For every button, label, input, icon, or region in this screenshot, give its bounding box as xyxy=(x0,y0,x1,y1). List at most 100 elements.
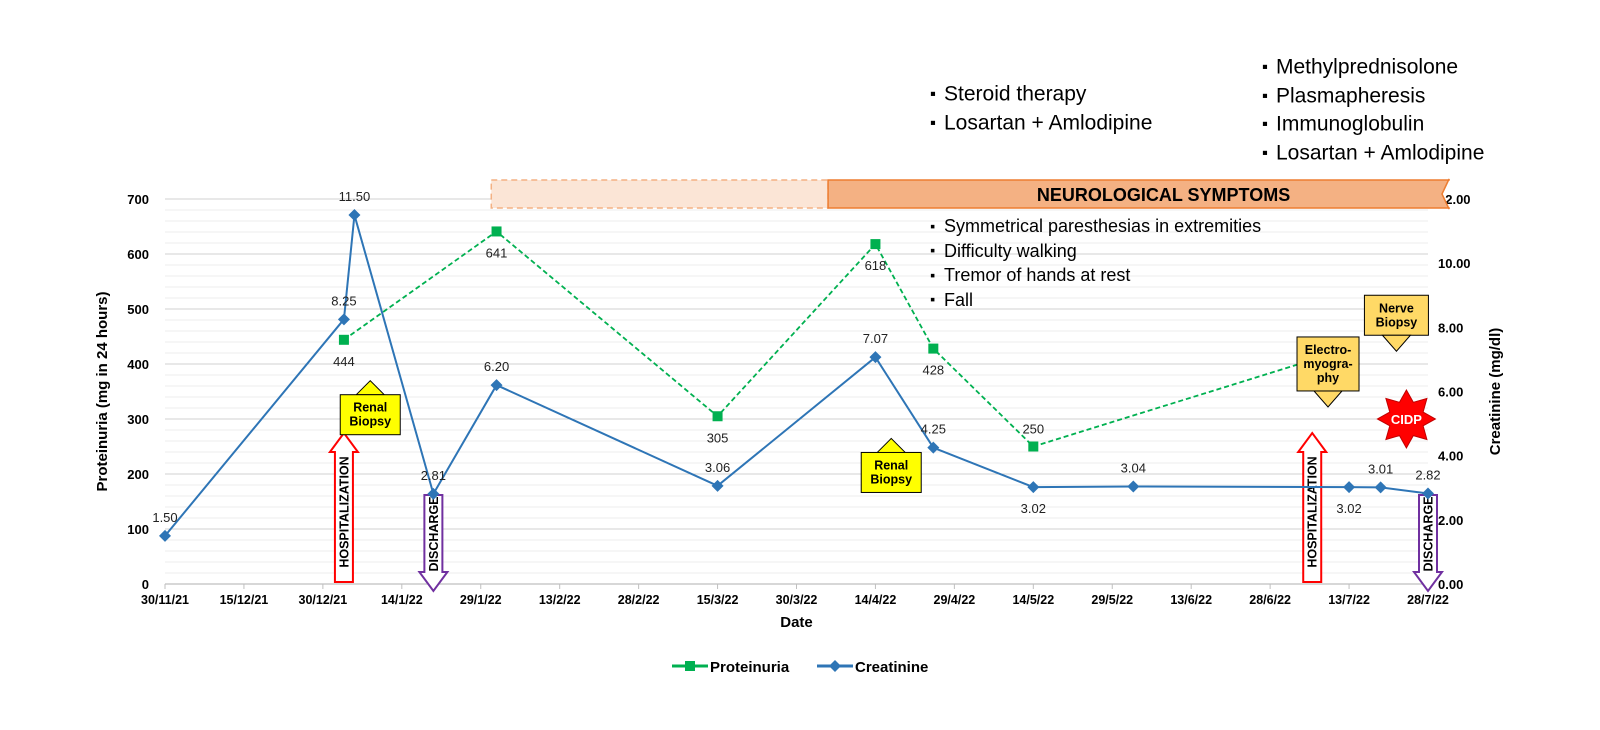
y2-axis-title: Creatinine (mg/dl) xyxy=(1487,328,1504,456)
data-point-proteinuria xyxy=(712,411,723,422)
data-label-proteinuria: 428 xyxy=(922,363,944,378)
data-label-creatinine: 7.07 xyxy=(863,331,888,346)
y-tick-label: 400 xyxy=(127,357,149,372)
data-point-creatinine xyxy=(1027,481,1040,494)
data-point-proteinuria xyxy=(870,239,881,250)
data-point-creatinine xyxy=(348,209,361,222)
x-tick-label: 28/6/22 xyxy=(1249,593,1291,607)
arrow-label: DISCHARGE xyxy=(427,496,441,571)
callout-box xyxy=(1363,294,1429,336)
callout-box xyxy=(1296,336,1360,392)
data-label-proteinuria: 250 xyxy=(1022,422,1044,437)
data-label-creatinine: 6.20 xyxy=(484,359,509,374)
therapy-item: Immunoglobulin xyxy=(1262,110,1484,139)
therapy-item: Methylprednisolone xyxy=(1262,53,1484,82)
data-point-creatinine xyxy=(490,379,503,392)
data-label-creatinine: 3.02 xyxy=(1336,501,1361,516)
data-label-creatinine: 8.25 xyxy=(331,293,356,308)
y-tick-label: 600 xyxy=(127,247,149,262)
data-label-proteinuria: 305 xyxy=(707,430,729,445)
data-label-creatinine: 2.82 xyxy=(1415,468,1440,483)
data-label-creatinine: 4.25 xyxy=(921,422,946,437)
therapy-list-2: Methylprednisolone Plasmapheresis Immuno… xyxy=(1262,53,1484,168)
x-tick-label: 14/1/22 xyxy=(381,593,423,607)
data-point-creatinine xyxy=(427,487,440,500)
y-axis-title: Proteinuria (mg in 24 hours) xyxy=(94,291,111,491)
x-tick-label: 30/3/22 xyxy=(776,593,818,607)
data-label-creatinine: 3.01 xyxy=(1368,461,1393,476)
callout-text: myogra- xyxy=(1303,357,1352,371)
data-label-proteinuria: 641 xyxy=(486,245,508,260)
cidp-label: CIDP xyxy=(1391,412,1422,427)
x-tick-label: 28/2/22 xyxy=(618,593,660,607)
callout-box xyxy=(339,394,401,436)
banner-label: NEUROLOGICAL SYMPTOMS xyxy=(1037,185,1290,205)
y-tick-label: 200 xyxy=(127,467,149,482)
x-tick-label: 28/7/22 xyxy=(1407,593,1449,607)
y-tick-label: 100 xyxy=(127,522,149,537)
callout-pointer xyxy=(355,380,386,396)
symptom-item: Fall xyxy=(930,288,1261,313)
symptom-item: Difficulty walking xyxy=(930,239,1261,264)
symptom-item: Tremor of hands at rest xyxy=(930,263,1261,288)
data-label-creatinine: 1.50 xyxy=(152,510,177,525)
therapy-list-1: Steroid therapy Losartan + Amlodipine xyxy=(930,80,1152,137)
hospitalization-arrow xyxy=(327,431,360,583)
legend-entry: Creatinine xyxy=(855,659,928,676)
x-tick-label: 29/4/22 xyxy=(934,593,976,607)
callout-text: Electro- xyxy=(1305,343,1352,357)
data-label-proteinuria: 444 xyxy=(333,354,355,369)
callout-text: Renal xyxy=(874,458,908,472)
y-tick-label: 700 xyxy=(127,192,149,207)
symptom-item: Symmetrical paresthesias in extremities xyxy=(930,214,1261,239)
callout-box xyxy=(860,451,922,493)
callout-text: Biopsy xyxy=(349,415,391,429)
y2-tick-label: 6.00 xyxy=(1438,385,1463,400)
data-point-creatinine xyxy=(1127,480,1140,493)
data-point-creatinine xyxy=(1343,481,1356,494)
x-tick-label: 15/12/21 xyxy=(220,593,269,607)
data-point-creatinine xyxy=(1422,487,1434,500)
legend-marker xyxy=(829,660,841,672)
data-label-creatinine: 11.50 xyxy=(339,189,371,204)
legend-entry: Proteinuria xyxy=(710,659,790,676)
therapy-item: Losartan + Amlodipine xyxy=(1262,139,1484,168)
x-tick-label: 13/6/22 xyxy=(1170,593,1212,607)
data-point-proteinuria xyxy=(1028,441,1039,452)
data-point-creatinine xyxy=(927,441,940,454)
arrow-label: HOSPITALIZATION xyxy=(1306,456,1320,567)
discharge-arrow xyxy=(417,494,450,593)
data-point-creatinine xyxy=(869,351,882,364)
y2-tick-label: 8.00 xyxy=(1438,320,1463,335)
x-tick-label: 30/12/21 xyxy=(299,593,348,607)
x-tick-label: 29/1/22 xyxy=(460,593,502,607)
x-tick-label: 13/7/22 xyxy=(1328,593,1370,607)
x-axis-title: Date xyxy=(780,614,813,631)
y2-tick-label: 4.00 xyxy=(1438,449,1463,464)
y2-tick-label: 0.00 xyxy=(1438,577,1463,592)
data-label-creatinine: 3.06 xyxy=(705,460,730,475)
data-point-creatinine xyxy=(711,479,724,492)
y-tick-label: 0 xyxy=(142,577,149,592)
therapy-item: Losartan + Amlodipine xyxy=(930,109,1152,138)
callout-pointer xyxy=(1381,334,1412,353)
arrow-label: HOSPITALIZATION xyxy=(337,456,351,567)
callout-text: Biopsy xyxy=(870,472,912,486)
y2-tick-label: 2.00 xyxy=(1438,513,1463,528)
callout-text: Renal xyxy=(353,401,387,415)
banner-arrow xyxy=(827,178,1450,210)
legend-marker xyxy=(685,661,695,671)
data-point-creatinine xyxy=(1374,481,1387,494)
data-point-creatinine xyxy=(337,313,350,326)
callout-text: Biopsy xyxy=(1376,315,1418,329)
discharge-arrow xyxy=(1412,494,1444,593)
data-point-proteinuria xyxy=(491,226,502,237)
y-tick-label: 300 xyxy=(127,412,149,427)
callout-electro-myogra-phy: Electro-myogra-phy xyxy=(1296,336,1360,408)
data-label-creatinine: 2.81 xyxy=(421,468,446,483)
y2-tick-label: 10.00 xyxy=(1438,256,1471,271)
x-tick-label: 13/2/22 xyxy=(539,593,581,607)
x-tick-label: 14/5/22 xyxy=(1012,593,1054,607)
